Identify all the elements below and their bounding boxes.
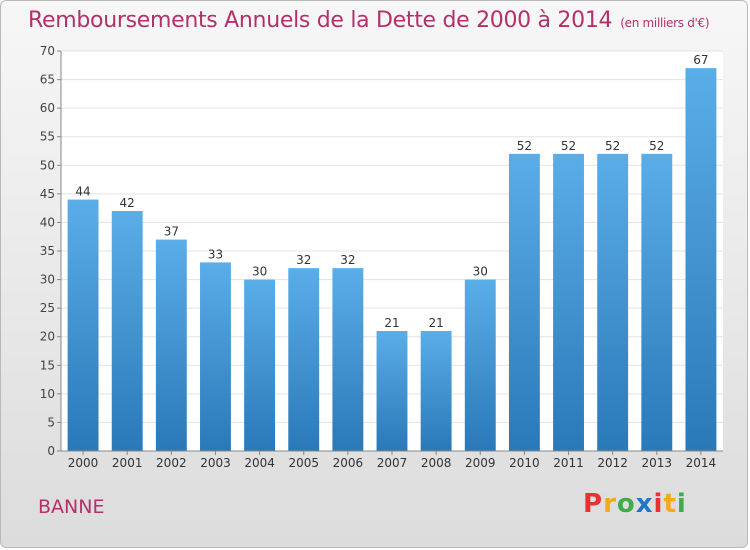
logo-letter: i <box>653 489 664 519</box>
x-tick-label: 2006 <box>333 456 364 470</box>
chart-title: Remboursements Annuels de la Dette de 20… <box>28 8 710 33</box>
x-tick-label: 2010 <box>509 456 540 470</box>
y-tick-label: 0 <box>47 444 55 458</box>
bar-2003 <box>200 262 231 451</box>
bar-value-label: 32 <box>340 253 355 267</box>
bar-2002 <box>155 239 187 451</box>
x-tick-label: 2000 <box>68 456 99 470</box>
x-tick-label: 2002 <box>156 456 187 470</box>
bar-value-label: 33 <box>208 247 223 261</box>
x-tick-label: 2014 <box>686 456 717 470</box>
bar-2010 <box>508 153 540 451</box>
bar-value-label: 21 <box>428 316 443 330</box>
bar-2006 <box>332 268 364 451</box>
bar-value-label: 42 <box>120 196 135 210</box>
y-tick-label: 10 <box>40 387 55 401</box>
bar-2009 <box>464 279 496 451</box>
y-tick-label: 50 <box>40 158 55 172</box>
y-tick-label: 25 <box>40 301 55 315</box>
y-tick-label: 35 <box>40 244 55 258</box>
logo-letter: t <box>663 489 677 519</box>
bar-value-label: 52 <box>649 139 664 153</box>
logo-letter: r <box>603 489 617 519</box>
y-tick-label: 45 <box>40 187 55 201</box>
logo-letter: o <box>616 489 636 519</box>
bar-2005 <box>288 268 320 451</box>
bar-2012 <box>597 153 629 451</box>
x-tick-label: 2003 <box>200 456 231 470</box>
bar-2000 <box>67 199 99 451</box>
y-tick-label: 55 <box>40 130 55 144</box>
x-tick-label: 2004 <box>244 456 275 470</box>
y-tick-label: 20 <box>40 330 55 344</box>
place-name: BANNE <box>38 496 105 518</box>
bar-2008 <box>420 331 452 451</box>
bar-layer <box>67 68 717 452</box>
logo-letter: P <box>583 489 604 519</box>
y-tick-label: 65 <box>40 73 55 87</box>
bar-value-label: 30 <box>473 265 488 279</box>
bar-value-label: 67 <box>693 53 708 67</box>
bar-2001 <box>111 211 143 451</box>
y-tick-label: 40 <box>40 215 55 229</box>
x-tick-label: 2011 <box>553 456 584 470</box>
bar-value-label: 52 <box>561 139 576 153</box>
axis-layer: 0 5 10 15 20 25 30 35 40 45 50 55 60 65 70 44 2000 42 2001… <box>40 44 723 470</box>
bar-2007 <box>376 331 408 451</box>
y-tick-label: 30 <box>40 273 55 287</box>
y-tick-label: 70 <box>40 44 55 58</box>
bar-value-label: 37 <box>164 225 179 239</box>
logo-letter: i <box>676 489 687 519</box>
y-tick-label: 5 <box>47 415 55 429</box>
bar-2004 <box>244 279 276 451</box>
bar-value-label: 44 <box>75 185 90 199</box>
y-tick-label: 60 <box>40 101 55 115</box>
chart-unit-note: (en milliers d'€) <box>620 16 710 30</box>
chart-title-text: Remboursements Annuels de la Dette de 20… <box>28 8 613 33</box>
bar-value-label: 30 <box>252 265 267 279</box>
bar-2014 <box>685 68 717 452</box>
x-tick-label: 2012 <box>597 456 628 470</box>
x-tick-label: 2007 <box>377 456 408 470</box>
bar-value-label: 21 <box>384 316 399 330</box>
y-tick-label: 15 <box>40 358 55 372</box>
x-tick-label: 2008 <box>421 456 452 470</box>
x-tick-label: 2013 <box>642 456 673 470</box>
x-tick-label: 2001 <box>112 456 143 470</box>
x-tick-label: 2005 <box>288 456 319 470</box>
logo-letter: x <box>635 489 654 519</box>
bar-2011 <box>553 153 584 451</box>
x-tick-label: 2009 <box>465 456 496 470</box>
bar-2013 <box>641 153 673 451</box>
proxiti-logo: Proxiti <box>583 489 687 519</box>
bar-value-label: 52 <box>517 139 532 153</box>
bar-value-label: 52 <box>605 139 620 153</box>
bar-value-label: 32 <box>296 253 311 267</box>
